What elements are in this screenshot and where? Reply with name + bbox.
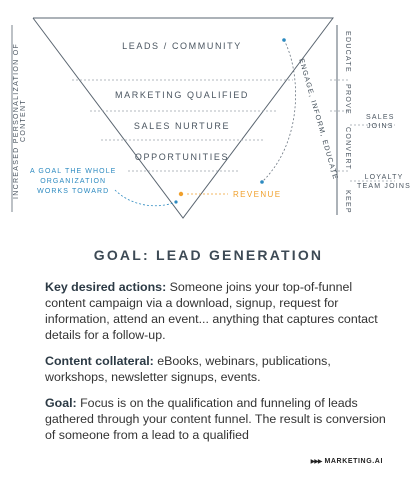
- funnel-diagram: INCREASED PERSONALIZATION OF CONTENT LEA…: [0, 0, 417, 230]
- paragraph-text: Someone joins your top-of-funnel content…: [45, 280, 378, 342]
- stage-leads: LEADS / COMMUNITY: [122, 41, 242, 51]
- goal-note-line-1: A GOAL THE WHOLE: [30, 168, 117, 175]
- revenue-label: REVENUE: [233, 190, 282, 199]
- loyalty-line-1: LOYALTY: [364, 174, 404, 181]
- paragraph-text: eBooks, webinars, publications, workshop…: [45, 354, 331, 384]
- right-axis-keep: KEEP: [344, 190, 351, 214]
- funnel-graphic: [11, 17, 395, 219]
- sales-joins-line-2: JOINS: [366, 123, 394, 130]
- goal-note: A GOAL THE WHOLE ORGANIZATION WORKS TOWA…: [30, 167, 116, 197]
- engage-arrow: [261, 39, 296, 183]
- revenue-dot: [178, 191, 184, 197]
- right-axis-convert: CONVERT: [344, 127, 351, 171]
- paragraph-collateral: Content collateral: eBooks, webinars, pu…: [45, 353, 390, 385]
- sales-joins-label: SALES JOINS: [366, 113, 395, 131]
- goal-note-line-3: WORKS TOWARD: [37, 188, 110, 195]
- paragraph-goal: Goal: Focus is on the qualification and …: [45, 395, 390, 443]
- stage-marketing-qualified: MARKETING QUALIFIED: [115, 90, 249, 100]
- paragraph-label: Goal:: [45, 396, 77, 410]
- brand-logo: ▶▶▶ MARKETING.AI: [311, 458, 383, 465]
- paragraph-label: Content collateral:: [45, 354, 154, 368]
- goal-arrow: [114, 189, 177, 207]
- paragraph-key-actions: Key desired actions: Someone joins your …: [45, 279, 390, 343]
- logo-text: MARKETING.AI: [324, 458, 383, 465]
- funnel-outline: [32, 17, 334, 219]
- right-axis-prove: PROVE: [344, 84, 351, 116]
- right-axis-educate: EDUCATE: [344, 31, 351, 74]
- paragraph-label: Key desired actions:: [45, 280, 167, 294]
- goal-note-line-2: ORGANIZATION: [40, 178, 107, 185]
- stage-sales-nurture: SALES NURTURE: [133, 121, 231, 131]
- stage-opportunities: OPPORTUNITIES: [134, 152, 230, 162]
- logo-mark-icon: ▶▶▶: [310, 459, 323, 465]
- engage-arrow-end: [260, 180, 264, 184]
- page-heading: GOAL: LEAD GENERATION: [93, 247, 324, 263]
- loyalty-line-2: TEAM JOINS: [357, 183, 412, 190]
- goal-arrow-dot: [174, 200, 178, 204]
- paragraph-text: Focus is on the qualification and funnel…: [45, 396, 386, 442]
- engage-arrow-dot: [282, 38, 286, 42]
- loyalty-label: LOYALTY TEAM JOINS: [357, 173, 411, 191]
- sales-joins-line-1: SALES: [366, 114, 395, 121]
- left-axis-label: INCREASED PERSONALIZATION OF CONTENT: [13, 42, 27, 200]
